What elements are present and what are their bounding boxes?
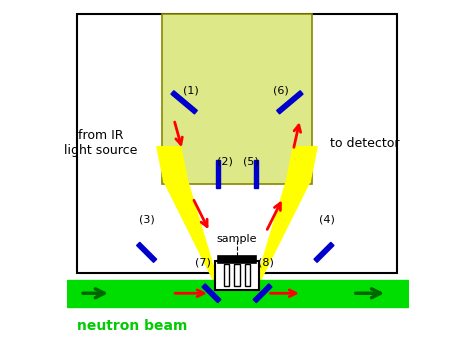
Polygon shape bbox=[137, 242, 156, 262]
Text: (7): (7) bbox=[195, 257, 211, 268]
Polygon shape bbox=[202, 284, 221, 303]
Polygon shape bbox=[277, 91, 303, 114]
Polygon shape bbox=[256, 181, 310, 283]
Bar bbox=[224, 264, 229, 286]
Bar bbox=[162, 14, 312, 184]
Text: (4): (4) bbox=[319, 215, 335, 225]
Bar bbox=[245, 264, 250, 286]
Text: neutron beam: neutron beam bbox=[77, 318, 187, 333]
Text: (6): (6) bbox=[273, 85, 289, 95]
Polygon shape bbox=[314, 242, 334, 262]
Polygon shape bbox=[157, 147, 188, 181]
Text: (3): (3) bbox=[139, 215, 155, 225]
Text: (2): (2) bbox=[217, 157, 233, 167]
Polygon shape bbox=[171, 91, 197, 114]
Bar bbox=[77, 14, 397, 273]
Polygon shape bbox=[254, 160, 258, 188]
Bar bbox=[234, 264, 240, 286]
Text: sample: sample bbox=[217, 234, 257, 244]
Text: from IR
light source: from IR light source bbox=[64, 129, 137, 157]
Text: (8): (8) bbox=[258, 257, 274, 268]
Bar bbox=[218, 256, 256, 263]
Polygon shape bbox=[164, 181, 218, 283]
Polygon shape bbox=[286, 147, 317, 181]
Polygon shape bbox=[253, 284, 272, 303]
Text: (5): (5) bbox=[243, 157, 258, 167]
Polygon shape bbox=[216, 160, 220, 188]
Bar bbox=[215, 261, 259, 290]
Text: (1): (1) bbox=[183, 85, 199, 95]
Text: to detector: to detector bbox=[330, 137, 400, 150]
